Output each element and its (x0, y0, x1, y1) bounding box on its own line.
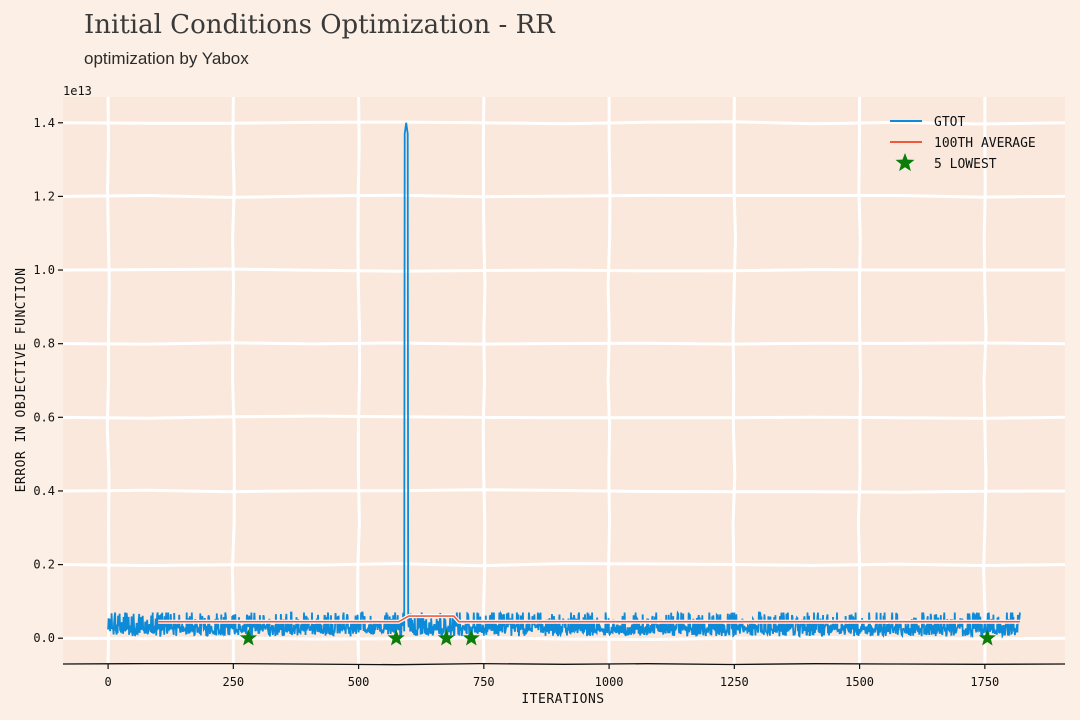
y-tick-label: 0.8 (33, 337, 55, 351)
grid-line-y (62, 120, 1066, 126)
grid-line-x (356, 96, 362, 665)
x-axis: 0 250 500 750 1000 1250 1500 1750 (62, 662, 1066, 689)
y-offset-label: 1e13 (63, 84, 92, 98)
y-tick-label: 1.4 (33, 116, 55, 130)
plot-area (63, 97, 1065, 664)
grid-line-y (62, 193, 1066, 199)
grid-line-x (481, 96, 487, 665)
y-tick-label: 0.4 (33, 484, 55, 498)
x-axis-line (62, 662, 1066, 666)
grid-line-x (105, 96, 111, 665)
x-tick-label: 500 (348, 675, 370, 689)
x-tick-label: 1250 (720, 675, 749, 689)
y-tick-label: 0.6 (33, 410, 55, 424)
y-tick-label: 0.2 (33, 558, 55, 572)
x-tick-label: 250 (222, 675, 244, 689)
x-tick-label: 0 (104, 675, 111, 689)
series-average-line (158, 615, 1020, 623)
grid-line-x (230, 96, 236, 664)
grid (62, 96, 1066, 665)
chart-title: Initial Conditions Optimization - RR (84, 10, 555, 40)
y-axis-label: ERROR IN OBJECTIVE FUNCTION (14, 268, 29, 493)
grid-line-y (62, 488, 1066, 494)
grid-line-y (62, 414, 1066, 420)
grid-line-y (62, 635, 1066, 642)
legend-lowest-label: 5 LOWEST (934, 157, 997, 172)
lowest-star-marker (978, 629, 996, 646)
chart-subtitle: optimization by Yabox (84, 49, 249, 68)
grid-line-x (606, 96, 612, 665)
grid-line-x (731, 96, 738, 665)
x-axis-label: ITERATIONS (521, 692, 604, 707)
x-tick-label: 1750 (970, 675, 999, 689)
grid-line-y (62, 341, 1066, 346)
lowest-star-marker (437, 629, 455, 646)
series-layer (107, 122, 1021, 646)
y-tick-label: 1.0 (33, 263, 55, 277)
legend: GTOT 100TH AVERAGE 5 LOWEST (890, 115, 1036, 172)
y-tick-label: 1.2 (33, 189, 55, 203)
grid-line-x (982, 96, 988, 665)
lowest-star-marker (462, 629, 480, 646)
lowest-star-marker (387, 629, 405, 646)
legend-average-label: 100TH AVERAGE (934, 136, 1036, 151)
grid-line-y (62, 267, 1065, 273)
y-axis: 0.0 0.2 0.4 0.6 0.8 1.0 1.2 1.4 (33, 116, 63, 645)
legend-gtot-label: GTOT (934, 115, 965, 130)
grid-line-y (62, 562, 1066, 568)
lowest-star-marker (239, 629, 257, 646)
x-tick-label: 1500 (845, 675, 874, 689)
legend-lowest-swatch (895, 153, 915, 172)
y-tick-label: 0.0 (33, 631, 55, 645)
grid-line-x (856, 96, 863, 665)
x-tick-label: 750 (473, 675, 495, 689)
x-tick-label: 1000 (595, 675, 624, 689)
